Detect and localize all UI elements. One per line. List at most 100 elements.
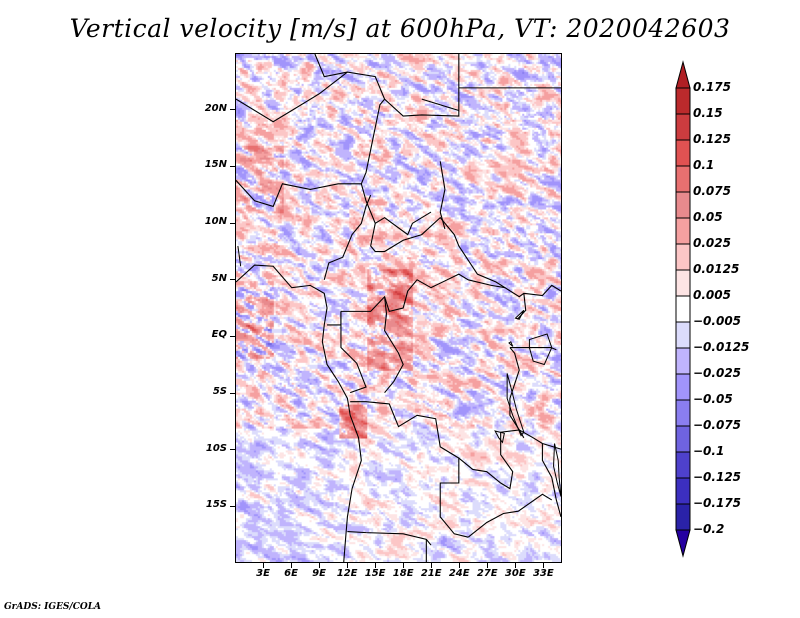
y-tick-label: 15N [204, 159, 227, 171]
country-border [458, 429, 525, 490]
lake-outline [528, 333, 553, 366]
colorbar-box [675, 399, 691, 427]
x-tick-mark [374, 563, 376, 568]
colorbar-level-label: −0.005 [693, 314, 742, 328]
y-tick-label: 5N [211, 272, 227, 284]
x-tick-mark [458, 563, 460, 568]
x-tick-label: 18E [392, 568, 414, 579]
colorbar-level-label: −0.175 [693, 496, 742, 510]
country-border [236, 180, 561, 298]
lake-outline [494, 430, 505, 444]
x-tick-mark [430, 563, 432, 568]
colorbar-level-label: −0.0125 [693, 340, 750, 354]
x-tick-mark [402, 563, 404, 568]
y-tick-mark [230, 449, 235, 451]
colorbar-box [675, 165, 691, 193]
country-border [518, 429, 561, 450]
colorbar-box [675, 191, 691, 219]
colorbar-level-label: −0.025 [693, 366, 742, 380]
country-border [323, 194, 372, 280]
colorbar-level-label: 0.1 [693, 158, 715, 172]
lake-outline [508, 341, 514, 347]
colorbar-box [675, 217, 691, 245]
country-border [509, 347, 520, 431]
colorbar-box [675, 347, 691, 375]
x-tick-mark [290, 563, 292, 568]
lake-outline [553, 443, 561, 497]
colorbar-box [675, 503, 691, 531]
x-tick-mark [318, 563, 320, 568]
x-tick-label: 15E [364, 568, 386, 579]
lake-outline [514, 309, 525, 320]
country-border [374, 211, 432, 236]
y-tick-mark [230, 505, 235, 507]
country-border [350, 401, 469, 538]
country-border [340, 273, 506, 313]
country-border [516, 293, 527, 320]
chart-title: Vertical velocity [m/s] at 600hPa, VT: 2… [69, 14, 731, 43]
grads-credit: GrADS: IGES/COLA [4, 602, 102, 612]
x-tick-label: 30E [504, 568, 526, 579]
colorbar [675, 60, 691, 558]
x-tick-mark [542, 563, 544, 568]
x-tick-label: 9E [312, 568, 326, 579]
x-tick-mark [514, 563, 516, 568]
y-tick-mark [230, 109, 235, 111]
country-border [384, 296, 404, 394]
colorbar-box [675, 477, 691, 505]
x-tick-mark [346, 563, 348, 568]
colorbar-box [675, 321, 691, 349]
y-tick-mark [230, 392, 235, 394]
colorbar-level-label: 0.005 [693, 288, 731, 302]
country-border [236, 54, 460, 123]
colorbar-level-label: −0.075 [693, 418, 742, 432]
colorbar-box [675, 113, 691, 141]
colorbar-level-label: 0.125 [693, 132, 731, 146]
colorbar-level-label: −0.1 [693, 444, 725, 458]
x-tick-label: 21E [420, 568, 442, 579]
colorbar-box [675, 139, 691, 167]
y-tick-mark [230, 279, 235, 281]
country-border [541, 443, 561, 518]
colorbar-box [675, 295, 691, 323]
colorbar-level-label: −0.2 [693, 522, 725, 536]
country-border [340, 311, 367, 394]
colorbar-extend-max [675, 60, 691, 89]
colorbar-level-label: 0.0125 [693, 262, 740, 276]
y-tick-mark [230, 165, 235, 167]
y-tick-label: 10N [204, 216, 227, 227]
country-border [421, 98, 459, 112]
x-tick-label: 3E [256, 568, 270, 579]
country-border [439, 161, 446, 230]
colorbar-box [675, 451, 691, 479]
colorbar-level-label: 0.05 [693, 210, 723, 224]
country-border [347, 530, 432, 546]
colorbar-extend-min [675, 529, 691, 558]
velocity-field-raster [236, 54, 561, 562]
x-tick-label: 33E [532, 568, 554, 579]
y-tick-mark [230, 335, 235, 337]
x-tick-mark [262, 563, 264, 568]
map-plot-area [235, 53, 562, 563]
x-tick-label: 12E [336, 568, 358, 579]
y-tick-label: 20N [204, 102, 227, 114]
colorbar-box [675, 373, 691, 401]
country-border [509, 346, 557, 351]
country-border [360, 98, 386, 184]
lake-outline [506, 373, 525, 437]
x-tick-mark [486, 563, 488, 568]
y-tick-label: 10S [205, 442, 227, 454]
coastline [236, 264, 362, 562]
lake-outline [237, 245, 242, 267]
country-border [467, 493, 553, 538]
colorbar-level-label: −0.125 [693, 470, 742, 484]
colorbar-level-label: −0.05 [693, 392, 733, 406]
x-tick-label: 27E [476, 568, 498, 579]
colorbar-level-label: 0.175 [693, 80, 731, 94]
colorbar-level-label: 0.025 [693, 236, 731, 250]
colorbar-level-label: 0.15 [693, 106, 723, 120]
y-tick-label: 15S [205, 499, 227, 511]
y-tick-label: EQ [211, 329, 227, 341]
colorbar-box [675, 269, 691, 297]
country-border [327, 311, 342, 326]
